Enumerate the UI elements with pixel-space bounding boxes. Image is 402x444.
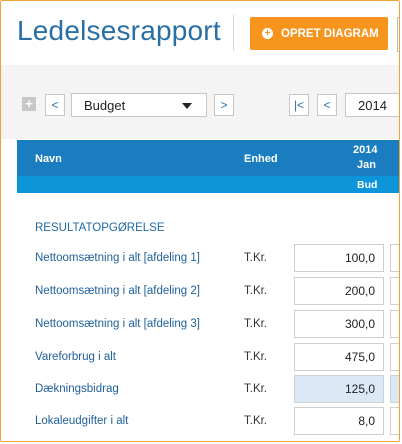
page-header: Ledelsesrapport + OPRET DIAGRAM — [1, 1, 399, 66]
row-next-cell[interactable] — [390, 407, 399, 435]
row-label[interactable]: Nettoomsætning i alt [afdeling 1] — [35, 252, 200, 264]
chevron-left-icon: < — [323, 98, 331, 112]
column-header-month: Jan — [357, 159, 376, 171]
row-label[interactable]: Lokaleudgifter i alt — [35, 415, 129, 427]
header-divider — [233, 15, 234, 51]
row-value-input[interactable]: 475,0 — [294, 343, 384, 371]
row-next-cell[interactable] — [390, 310, 399, 338]
row-label[interactable]: Nettoomsætning i alt [afdeling 3] — [35, 318, 200, 330]
row-unit: T.Kr. — [244, 318, 268, 330]
row-value-readonly: 125,0 — [294, 375, 384, 403]
page-title: Ledelsesrapport — [17, 15, 221, 46]
column-header-name: Navn — [35, 153, 62, 165]
table-header: Navn Enhed 2014 Jan — [17, 140, 399, 176]
budget-prev-button[interactable]: < — [45, 94, 65, 116]
row-next-cell[interactable] — [390, 343, 399, 371]
period-prev-button[interactable]: < — [317, 94, 337, 116]
row-label[interactable]: Nettoomsætning i alt [afdeling 2] — [35, 285, 200, 297]
row-label[interactable]: Dækningsbidrag — [35, 383, 119, 395]
chevron-right-icon: > — [220, 98, 228, 112]
row-next-cell[interactable] — [390, 244, 399, 272]
create-chart-button[interactable]: + OPRET DIAGRAM — [250, 17, 388, 50]
row-unit: T.Kr. — [244, 351, 268, 363]
scenario-select-value: Budget — [84, 97, 126, 113]
column-header-budget: Bud — [357, 179, 378, 191]
header-extra-button[interactable] — [397, 17, 399, 52]
skip-first-icon: |< — [293, 98, 305, 112]
period-first-button[interactable]: |< — [289, 94, 309, 116]
budget-next-button[interactable]: > — [214, 94, 234, 116]
row-unit: T.Kr. — [244, 285, 268, 297]
row-label[interactable]: Vareforbrug i alt — [35, 351, 116, 363]
chevron-left-icon: < — [51, 98, 59, 112]
row-next-cell — [390, 375, 399, 403]
column-header-year: 2014 — [353, 144, 378, 156]
caret-down-icon — [182, 103, 192, 109]
row-unit: T.Kr. — [244, 383, 268, 395]
row-value-input[interactable]: 100,0 — [294, 244, 384, 272]
year-select-value: 2014 — [358, 97, 387, 113]
row-value-input[interactable]: 200,0 — [294, 277, 384, 305]
expand-all-button[interactable]: + — [22, 97, 36, 111]
year-select[interactable]: 2014 — [345, 93, 399, 117]
column-header-unit: Enhed — [244, 153, 278, 165]
section-heading: RESULTATOPGØRELSE — [35, 222, 165, 234]
scenario-select[interactable]: Budget — [71, 93, 207, 117]
row-value-input[interactable]: 8,0 — [294, 407, 384, 435]
table-subheader: Bud — [17, 176, 399, 193]
row-value-input[interactable]: 300,0 — [294, 310, 384, 338]
row-unit: T.Kr. — [244, 252, 268, 264]
create-chart-label: OPRET DIAGRAM — [281, 27, 379, 40]
row-next-cell[interactable] — [390, 277, 399, 305]
plus-circle-icon: + — [262, 28, 273, 39]
row-unit: T.Kr. — [244, 415, 268, 427]
